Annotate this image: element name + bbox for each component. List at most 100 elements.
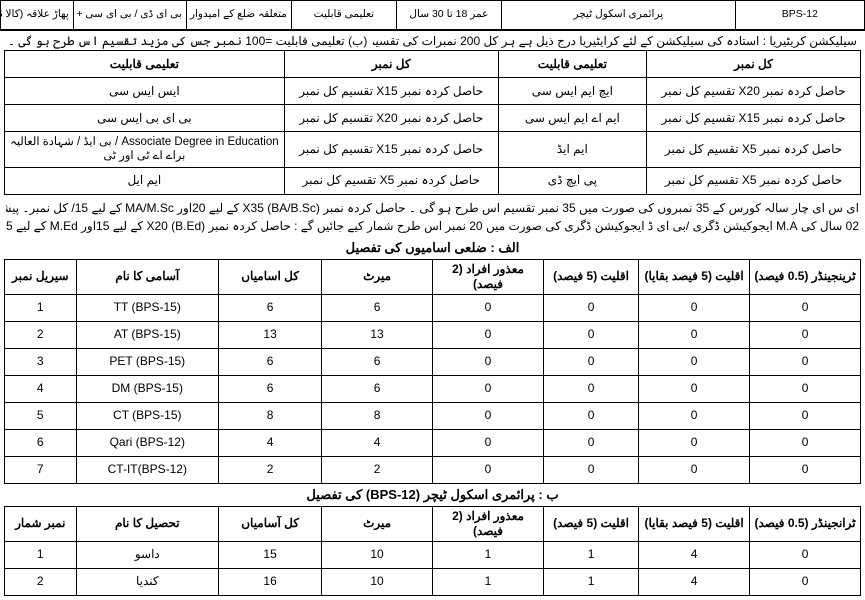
cell-minority-balance-b: 4 — [638, 567, 751, 596]
qual-header-3: تعلیمی قابلیت — [4, 50, 285, 78]
qualification-table-wrap: کل نمبر تعلیمی قابلیت کل نمبر تعلیمی قاب… — [0, 50, 865, 195]
col-serial: سیریل نمبر — [4, 258, 77, 295]
cell-minority-balance: 0 — [638, 455, 751, 484]
cell-transgender: 0 — [749, 293, 861, 322]
cell-disabled: 0 — [432, 320, 544, 349]
cell-transgender: 0 — [749, 320, 861, 349]
qual-r3-c3: حاصل کردہ نمبر X5 تقسیم کل نمبر — [283, 166, 499, 195]
cell-serial: 5 — [4, 401, 77, 430]
qual-r3-c2: پی ایچ ڈی — [497, 166, 648, 195]
cell-minority: 0 — [542, 401, 640, 430]
qual-r1-c2: ایم اے ایم ایس سی — [497, 104, 648, 132]
qual-r2-c3: حاصل کردہ نمبر X15 تقسیم کل نمبر — [283, 131, 499, 168]
table-row: 0 0 0 0 13 13 AT (BPS-15) 2 — [4, 320, 861, 349]
col-transgender: ٹرینجینڈر (0.5 فیصد) — [749, 258, 861, 295]
cell-post-name: Qari (BPS-12) — [75, 428, 220, 457]
qual-r3-c1: حاصل کردہ نمبر X5 تقسیم کل نمبر — [646, 166, 861, 195]
top-cell-6: BPS-12 — [734, 0, 865, 30]
col-minority-balance: اقلیت (5 فیصد بقایا) — [638, 258, 751, 295]
cell-minority-balance-b: 4 — [638, 540, 751, 569]
cell-merit-b: 10 — [321, 567, 434, 596]
qual-r2-c1: حاصل کردہ نمبر X5 تقسیم کل نمبر — [646, 131, 861, 168]
top-cell-3: تعلیمی قابلیت — [290, 0, 397, 30]
cell-merit: 6 — [321, 347, 434, 376]
cell-merit: 6 — [321, 374, 434, 403]
table-header-row: کل نمبر تعلیمی قابلیت کل نمبر تعلیمی قاب… — [4, 50, 861, 78]
col-merit: میرٹ — [321, 258, 434, 295]
qualification-table: کل نمبر تعلیمی قابلیت کل نمبر تعلیمی قاب… — [4, 50, 861, 195]
cell-serial: 2 — [4, 320, 77, 349]
cell-post-name: DM (BPS-15) — [75, 374, 220, 403]
cell-disabled: 0 — [432, 374, 544, 403]
cell-total: 6 — [218, 293, 323, 322]
top-cell-5: پرائمری اسکول ٹیچر — [500, 0, 736, 30]
col-serial-b: نمبر شمار — [4, 505, 77, 542]
col-total-posts-b: کل آسامیاں — [218, 505, 323, 542]
top-cell-4: عمر 18 تا 30 سال — [395, 0, 502, 30]
note-line-left: (ب) تعلیمی قابلیت =100 نمبر جس کی مزید ت… — [8, 34, 368, 48]
cell-transgender: 0 — [749, 401, 861, 430]
criteria-paragraph-line-2: 02 سال کی M.A ایجوکیشن ڈگری /بی ای ڈ ایج… — [6, 218, 859, 233]
cell-merit: 2 — [321, 455, 434, 484]
qual-r2-c2: ایم ایڈ — [497, 131, 648, 168]
criteria-paragraph: ای س ای چار سالہ کورس کے 35 نمبروں کی صو… — [0, 195, 865, 237]
table-row: حاصل کردہ نمبر X5 تقسیم کل نمبر پی ایچ ڈ… — [4, 166, 861, 195]
qual-r0-c4: ایس ایس سی — [4, 77, 285, 105]
table-row: 0 0 0 0 4 4 Qari (BPS-12) 6 — [4, 428, 861, 457]
cell-minority-balance: 0 — [638, 347, 751, 376]
cell-transgender-b: 0 — [749, 567, 861, 596]
table-row: 0 0 0 0 2 2 CT-IT(BPS-12) 7 — [4, 455, 861, 484]
cell-minority-balance: 0 — [638, 374, 751, 403]
cell-merit: 8 — [321, 401, 434, 430]
cell-merit: 4 — [321, 428, 434, 457]
cell-serial: 4 — [4, 374, 77, 403]
cell-post-name: PET (BPS-15) — [75, 347, 220, 376]
cell-merit: 6 — [321, 293, 434, 322]
cell-total: 13 — [218, 320, 323, 349]
col-minority-b: اقلیت (5 فیصد) — [542, 505, 640, 542]
cell-minority: 0 — [542, 428, 640, 457]
cell-disabled: 0 — [432, 347, 544, 376]
cell-minority: 0 — [542, 347, 640, 376]
primary-teacher-table: ٹرانجینڈر (0.5 فیصد) اقلیت (5 فیصد بقایا… — [4, 505, 861, 596]
col-post-name: آسامی کا نام — [75, 258, 220, 295]
cell-disabled-b: 1 — [432, 567, 544, 596]
table-row: حاصل کردہ نمبر X15 تقسیم کل نمبر ایم اے … — [4, 104, 861, 132]
cell-total: 6 — [218, 347, 323, 376]
qual-r1-c1: حاصل کردہ نمبر X15 تقسیم کل نمبر — [646, 104, 861, 132]
cell-post-name: CT (BPS-15) — [75, 401, 220, 430]
cell-total: 8 — [218, 401, 323, 430]
cell-merit-b: 10 — [321, 540, 434, 569]
qual-header-2: کل نمبر — [283, 50, 499, 78]
cell-merit: 13 — [321, 320, 434, 349]
col-disabled-b: معذور افراد (2 فیصد) — [432, 505, 544, 542]
qual-r1-c4: بی ای بی ایس سی — [4, 104, 285, 132]
top-strip-table: پھاڑ علاقہ (کالا ڈھاکا) بی ای ڈی / بی ای… — [0, 0, 865, 30]
table-row: 0 0 0 0 8 8 CT (BPS-15) 5 — [4, 401, 861, 430]
section-a-table-wrap: ٹرینجینڈر (0.5 فیصد) اقلیت (5 فیصد بقایا… — [0, 258, 865, 484]
table-row: حاصل کردہ نمبر X5 تقسیم کل نمبر ایم ایڈ … — [4, 131, 861, 168]
cell-total: 6 — [218, 374, 323, 403]
cell-transgender: 0 — [749, 347, 861, 376]
top-cut-row: پھاڑ علاقہ (کالا ڈھاکا) بی ای ڈی / بی ای… — [0, 0, 865, 31]
top-cell-2: متعلقہ ضلع کے امیدوار — [185, 0, 292, 30]
col-disabled: معذور افراد (2 فیصد) — [432, 258, 544, 295]
qual-r0-c2: ایچ ایم ایس سی — [497, 77, 648, 105]
cell-minority-balance: 0 — [638, 401, 751, 430]
section-b-title: ب : پرائمری اسکول ٹیچر (BPS-12) کی تفصیل — [306, 486, 559, 502]
qual-r0-c1: حاصل کردہ نمبر X20 تقسیم کل نمبر — [646, 77, 861, 105]
cell-disabled: 0 — [432, 455, 544, 484]
cell-disabled: 0 — [432, 401, 544, 430]
cell-serial: 1 — [4, 293, 77, 322]
col-merit-b: میرٹ — [321, 505, 434, 542]
table-row: 0 4 1 1 10 15 داسو 1 — [4, 540, 861, 569]
table-row: 0 0 0 0 6 6 TT (BPS-15) 1 — [4, 293, 861, 322]
cell-minority: 0 — [542, 320, 640, 349]
col-minority-balance-b: اقلیت (5 فیصد بقایا) — [638, 505, 751, 542]
cell-minority: 0 — [542, 455, 640, 484]
cell-transgender: 0 — [749, 374, 861, 403]
table-header-row: ٹرانجینڈر (0.5 فیصد) اقلیت (5 فیصد بقایا… — [4, 505, 861, 542]
cell-transgender: 0 — [749, 455, 861, 484]
qual-r2-c4: Associate Degree in Education / بی ایڈ /… — [4, 131, 285, 168]
